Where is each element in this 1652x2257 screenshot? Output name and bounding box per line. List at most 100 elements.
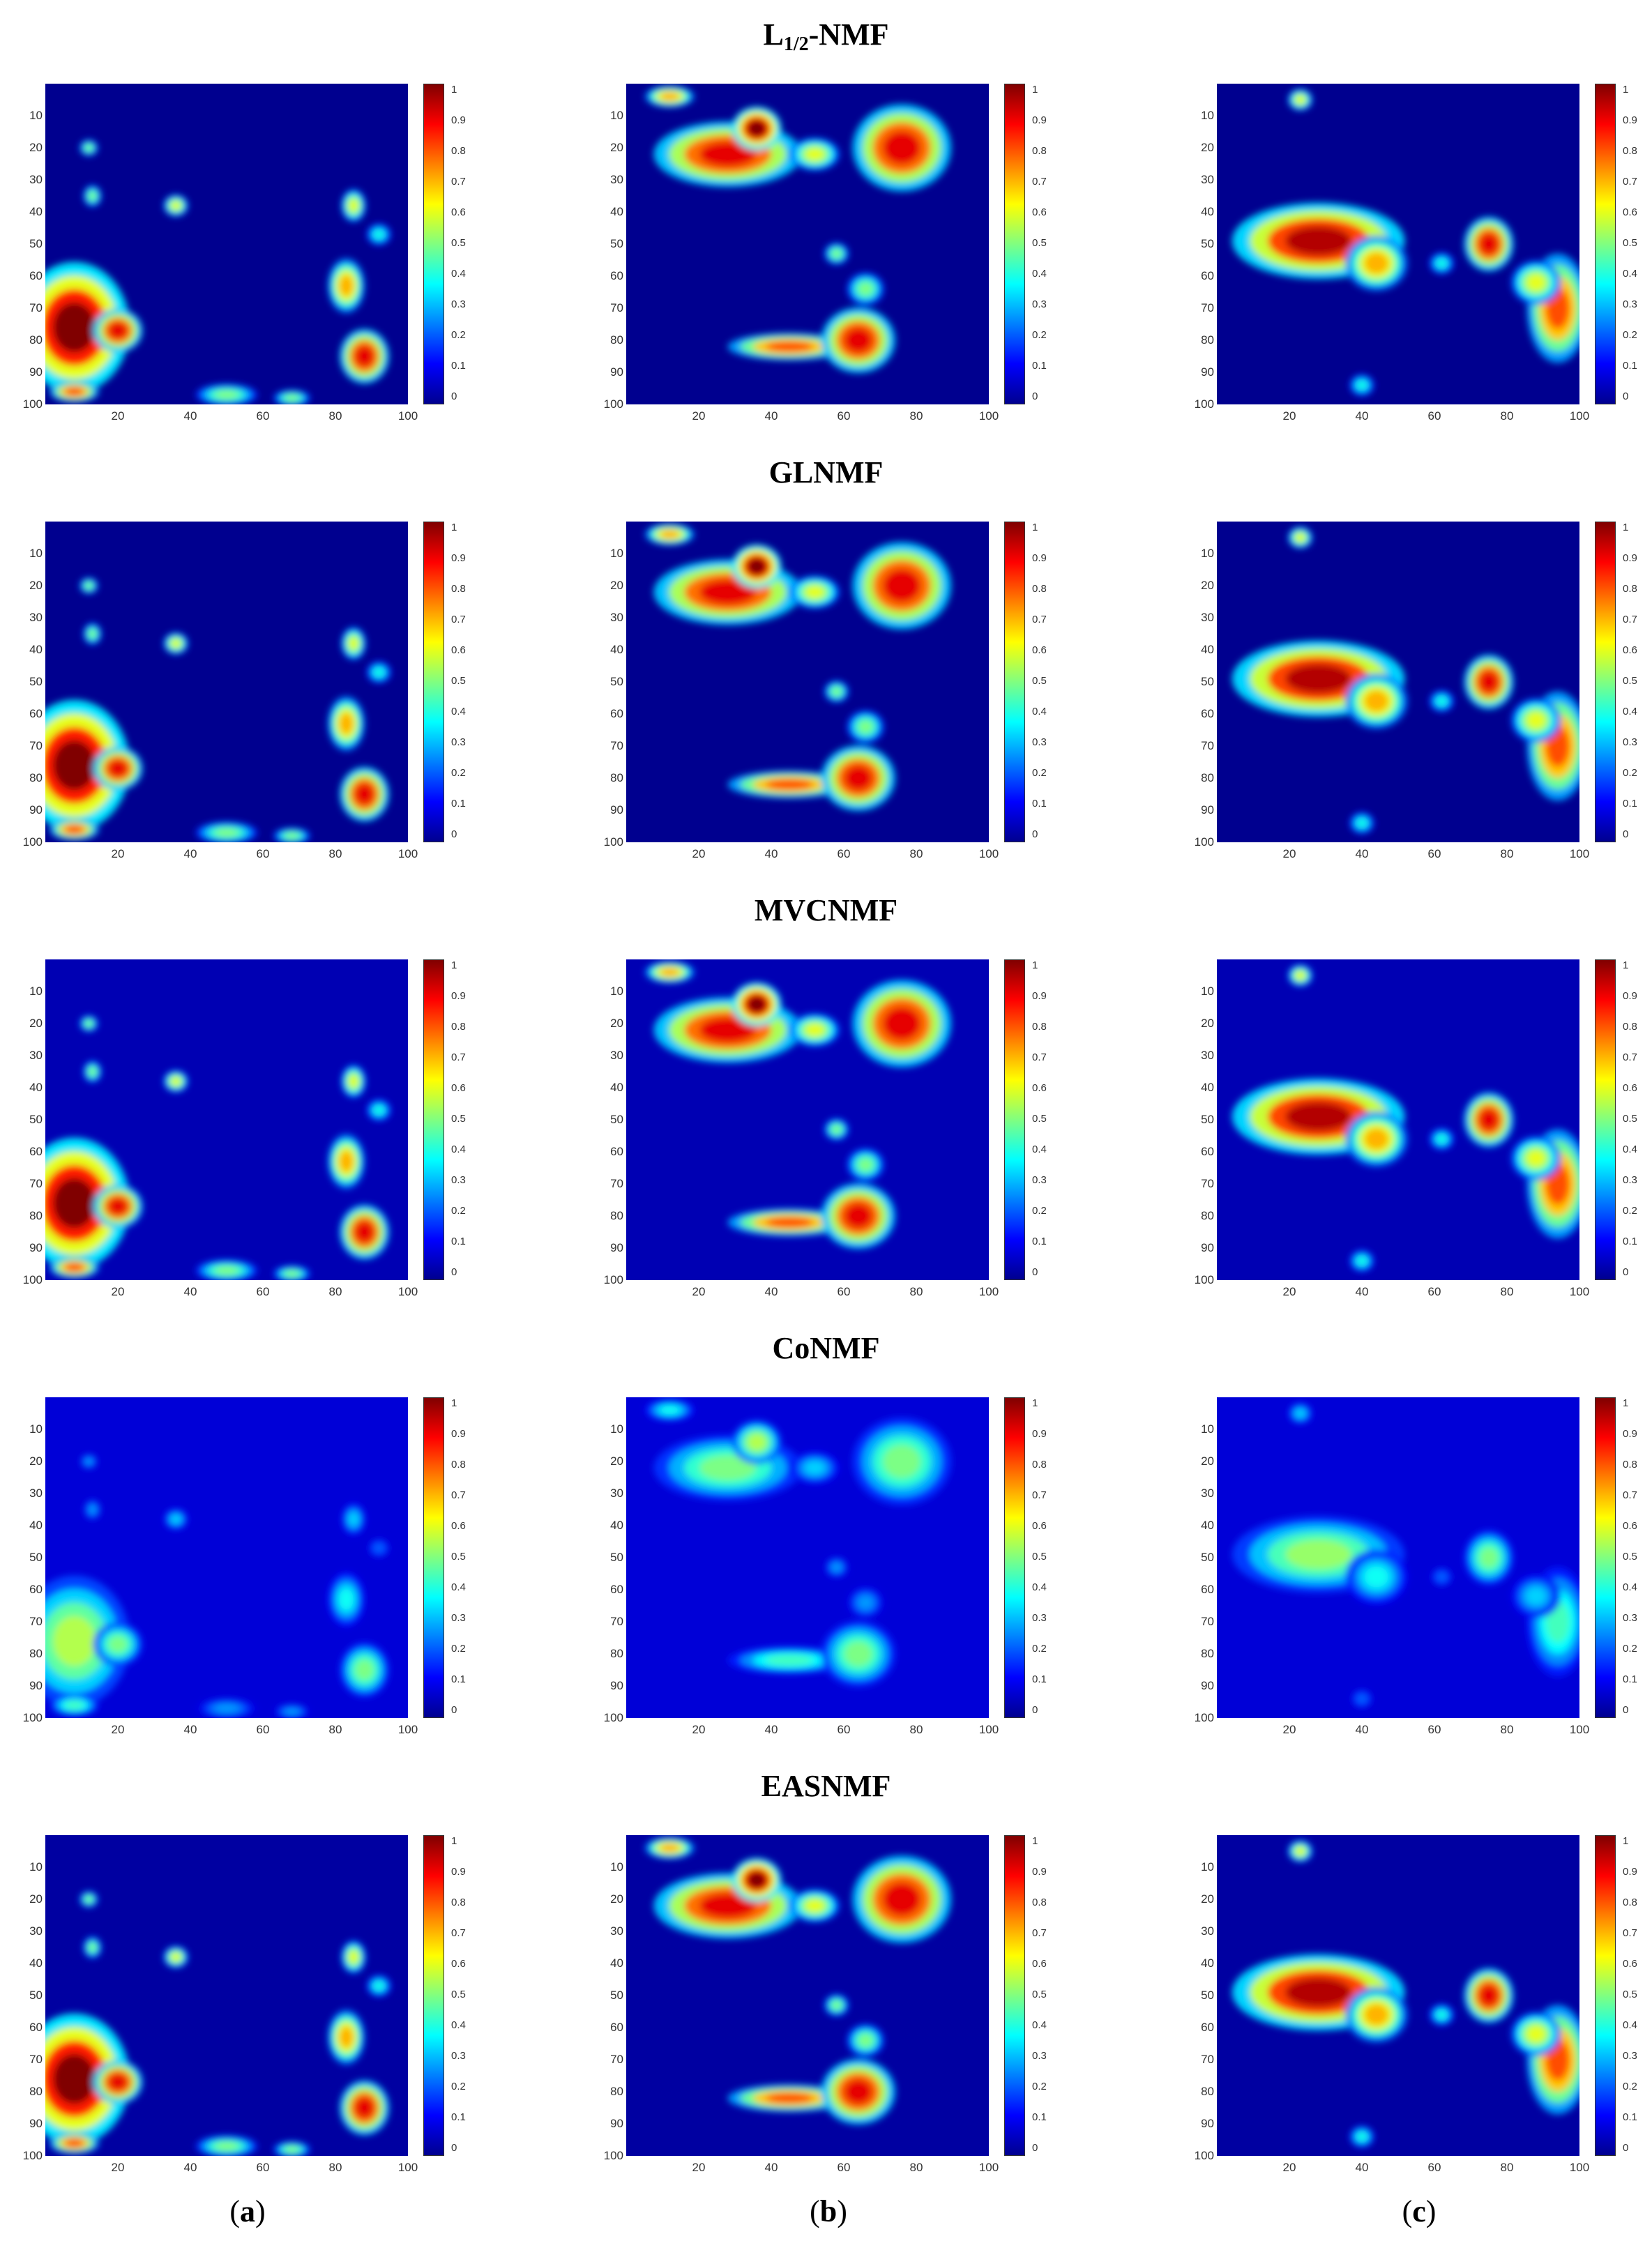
abundance-blob [53, 2053, 96, 2104]
y-tick-label: 10 [610, 109, 623, 122]
heatmap-svg [645, 523, 951, 811]
colorbar-tick-label: 1 [1623, 1397, 1629, 1410]
heatmap-image [1217, 1397, 1579, 1718]
column-label-close: ) [255, 2194, 266, 2228]
abundance-blob [215, 828, 238, 837]
y-tick-label: 100 [1194, 835, 1214, 849]
x-tick-label: 20 [692, 847, 706, 860]
colorbar-tick-label: 1 [1032, 1835, 1038, 1848]
y-tick-label: 50 [610, 1113, 623, 1126]
abundance-blob [699, 1893, 757, 1919]
colorbar-tick-label: 1 [451, 959, 457, 972]
colorbar-tick-label: 0.3 [451, 736, 466, 748]
abundance-blob [85, 1896, 93, 1903]
x-tick-label: 40 [1355, 847, 1369, 860]
heatmap-svg [45, 577, 392, 842]
y-tick-label: 10 [1201, 109, 1214, 122]
colorbar-tick-label: 0.7 [1032, 1051, 1047, 1063]
abundance-blob [285, 833, 299, 839]
heatmap-svg [645, 1837, 951, 2125]
y-tick-label: 30 [29, 173, 43, 186]
colorbar [1595, 522, 1616, 842]
colorbar-tick-label: 0.8 [451, 1459, 466, 1471]
abundance-blob [339, 1150, 354, 1172]
colorbar-tick-label: 0.8 [1032, 583, 1047, 595]
y-tick-label: 90 [29, 1241, 43, 1254]
abundance-blob [844, 2079, 873, 2104]
x-tick-label: 40 [1355, 1285, 1369, 1298]
x-tick-label: 20 [692, 1723, 706, 1736]
colorbar-tick-label: 0.4 [1032, 267, 1047, 280]
abundance-blob [89, 192, 96, 200]
abundance-blob [53, 740, 96, 791]
abundance-blob [1364, 252, 1388, 274]
x-tick-label: 80 [1500, 847, 1514, 860]
x-tick-label: 20 [1282, 1285, 1296, 1298]
y-tick-label: 20 [1201, 1454, 1214, 1468]
y-tick-label: 50 [29, 1551, 43, 1564]
abundance-blob [1357, 1256, 1367, 1266]
colorbar-tick-label: 0.4 [1623, 267, 1637, 280]
heatmap-svg [645, 85, 951, 373]
abundance-blob [374, 1106, 384, 1115]
abundance-blob [1479, 1547, 1499, 1568]
y-tick-label: 100 [22, 2149, 43, 2162]
abundance-blob [171, 1952, 181, 1961]
y-tick-label: 70 [29, 2053, 43, 2066]
abundance-blob [374, 230, 384, 239]
colorbar-tick-label: 0.5 [1032, 1550, 1047, 1563]
heatmap-svg [1232, 526, 1579, 835]
x-tick-label: 80 [1500, 1285, 1514, 1298]
y-tick-label: 60 [29, 1583, 43, 1596]
colorbar-tick-label: 0.6 [1032, 1081, 1047, 1094]
y-tick-label: 50 [29, 1989, 43, 2002]
x-tick-label: 20 [111, 409, 125, 423]
colorbar-tick-label: 0 [451, 1266, 457, 1278]
y-tick-label: 20 [610, 141, 623, 154]
y-tick-label: 70 [1201, 301, 1214, 314]
abundance-blob [805, 1899, 824, 1913]
abundance-blob [844, 1203, 873, 1229]
y-tick-label: 90 [1201, 365, 1214, 379]
abundance-blob [355, 346, 374, 367]
colorbar-tick-label: 0.5 [451, 1112, 466, 1125]
colorbar [423, 1835, 444, 2156]
y-tick-label: 50 [610, 1551, 623, 1564]
y-tick-label: 20 [610, 1454, 623, 1468]
y-tick-label: 70 [29, 1615, 43, 1628]
abundance-blob [1479, 234, 1499, 254]
y-tick-label: 20 [29, 1454, 43, 1468]
y-tick-label: 20 [29, 579, 43, 592]
colorbar-tick-label: 0.5 [1623, 674, 1637, 687]
y-tick-label: 40 [29, 205, 43, 218]
y-tick-label: 80 [1201, 2085, 1214, 2098]
colorbar-tick-label: 0.4 [1623, 705, 1637, 717]
y-tick-label: 80 [610, 1647, 623, 1660]
y-tick-label: 100 [603, 1273, 623, 1286]
row-title-subscript: 1/2 [783, 33, 809, 55]
abundance-blob [1526, 1588, 1546, 1605]
y-tick-label: 90 [610, 803, 623, 816]
colorbar-tick-label: 0.8 [1623, 583, 1637, 595]
y-tick-label: 20 [29, 1892, 43, 1906]
colorbar-tick-label: 0.1 [451, 797, 466, 810]
abundance-blob [349, 1950, 358, 1963]
colorbar-tick-label: 0.8 [1032, 1459, 1047, 1471]
abundance-blob [1526, 1150, 1546, 1167]
colorbar-tick-label: 0.1 [1032, 797, 1047, 810]
abundance-blob [660, 530, 679, 539]
colorbar-tick-label: 0.8 [451, 1021, 466, 1033]
abundance-blob [1357, 1694, 1367, 1703]
abundance-blob [65, 2138, 84, 2148]
x-tick-label: 100 [978, 1285, 999, 1298]
abundance-blob [339, 275, 354, 296]
abundance-blob [1364, 690, 1388, 712]
column-label-letter: c [1412, 2194, 1426, 2228]
colorbar-tick-label: 0.6 [1623, 1519, 1637, 1532]
colorbar [1595, 959, 1616, 1280]
colorbar-tick-label: 0 [1032, 1266, 1038, 1278]
y-tick-label: 20 [29, 141, 43, 154]
y-tick-label: 100 [1194, 397, 1214, 411]
abundance-blob [355, 784, 374, 805]
colorbar-tick-label: 0.2 [1032, 328, 1047, 341]
